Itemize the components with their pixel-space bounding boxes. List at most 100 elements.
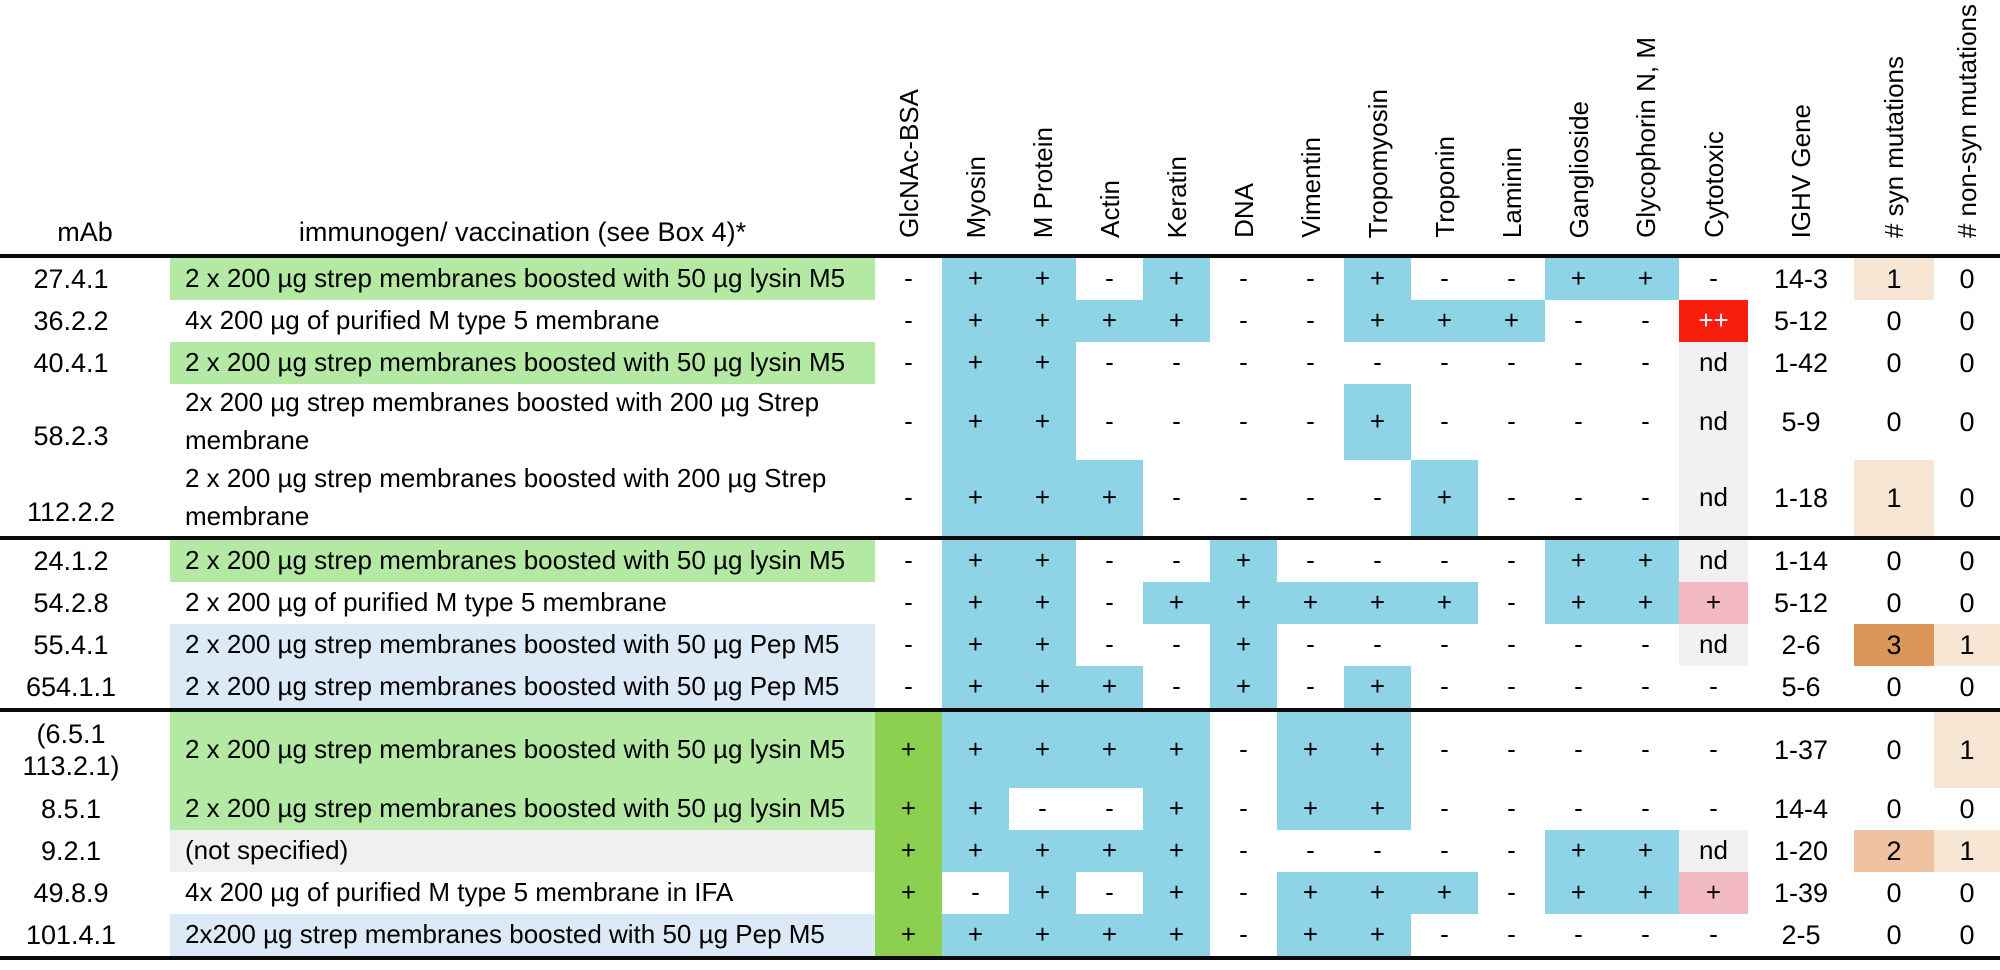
ighv-gene: 14-3 xyxy=(1773,263,1829,294)
reactivity-cell-tropomyosin: + xyxy=(1344,384,1411,460)
reactivity-cell-laminin: + xyxy=(1478,300,1545,342)
mab-id-line: 101.4.1 xyxy=(25,919,117,950)
reactivity-cell-myosin: + xyxy=(942,788,1009,830)
column-header-tropomyosin: Tropomyosin xyxy=(1344,0,1411,254)
mab-id: 27.4.1 xyxy=(0,258,170,300)
reactivity-cell-keratin: - xyxy=(1172,671,1181,702)
reactivity-cell-dna: + xyxy=(1210,624,1277,666)
reactivity-cell-vimentin: - xyxy=(1306,835,1315,866)
reactivity-cell-actin: + xyxy=(1076,830,1143,872)
immunogen-cell: 2 x 200 µg strep membranes boosted with … xyxy=(170,788,875,830)
reactivity-cell-tropomyosin: + xyxy=(1344,872,1411,914)
reactivity-cell-keratin: - xyxy=(1172,629,1181,660)
reactivity-cell-actin: - xyxy=(1105,793,1114,824)
reactivity-cell-actin: - xyxy=(1105,629,1114,660)
mab-id: 654.1.1 xyxy=(0,666,170,708)
reactivity-cell-glycophorin-n-m: - xyxy=(1641,793,1650,824)
reactivity-cell-actin: - xyxy=(1105,406,1114,437)
mab-id-line: 8.5.1 xyxy=(40,793,102,824)
syn-mutations-count: 0 xyxy=(1886,734,1902,765)
reactivity-cell-actin: - xyxy=(1105,347,1114,378)
immunogen-cell: 2 x 200 µg strep membranes boosted with … xyxy=(170,666,875,708)
table-row: 8.5.1 2 x 200 µg strep membranes boosted … xyxy=(0,788,2000,830)
reactivity-cell-myosin: + xyxy=(942,460,1009,536)
reactivity-cell-troponin: - xyxy=(1440,734,1449,765)
reactivity-cell-ganglioside: - xyxy=(1574,406,1583,437)
reactivity-cell-actin: - xyxy=(1105,263,1114,294)
immunogen-cell: (not specified) xyxy=(170,830,875,872)
reactivity-cell-troponin: - xyxy=(1440,406,1449,437)
column-header-dna: DNA xyxy=(1210,0,1277,254)
immunogen-cell: 2 x 200 µg strep membranes boosted with … xyxy=(170,342,875,384)
immunogen-cell: 2 x 200 µg strep membranes boosted with … xyxy=(170,258,875,300)
cytotoxicity-cell: - xyxy=(1709,919,1718,950)
reactivity-cell-myosin: + xyxy=(942,914,1009,956)
reactivity-cell-ganglioside: - xyxy=(1574,793,1583,824)
reactivity-cell-troponin: - xyxy=(1440,793,1449,824)
table-body: 27.4.1 2 x 200 µg strep membranes boosted… xyxy=(0,258,2000,960)
reactivity-cell-tropomyosin: - xyxy=(1373,629,1382,660)
mab-id-line: 24.1.2 xyxy=(33,545,109,576)
reactivity-cell-troponin: - xyxy=(1440,347,1449,378)
ighv-gene: 1-39 xyxy=(1773,877,1829,908)
reactivity-cell-troponin: - xyxy=(1440,629,1449,660)
column-header-label: DNA xyxy=(1228,183,1259,238)
reactivity-cell-dna: + xyxy=(1210,666,1277,708)
reactivity-cell-ganglioside: - xyxy=(1574,305,1583,336)
cytotoxicity-cell: nd xyxy=(1679,342,1748,384)
cytotoxicity-cell: + xyxy=(1679,582,1748,624)
mab-id: 101.4.1 xyxy=(0,914,170,956)
reactivity-cell-laminin: - xyxy=(1507,629,1516,660)
mab-id-line: 9.2.1 xyxy=(40,835,102,866)
syn-mutations-count: 0 xyxy=(1886,793,1902,824)
mab-group-2: 24.1.2 2 x 200 µg strep membranes boosted… xyxy=(0,540,2000,712)
reactivity-cell-glycophorin-n-m: + xyxy=(1612,582,1679,624)
reactivity-cell-vimentin: - xyxy=(1306,305,1315,336)
non-syn-mutations-count: 0 xyxy=(1959,406,1975,437)
reactivity-cell-glycophorin-n-m: - xyxy=(1641,406,1650,437)
column-header-label: Cytotoxic xyxy=(1698,131,1729,238)
column-header-cytotoxic: Cytotoxic xyxy=(1679,0,1748,254)
reactivity-cell-actin: + xyxy=(1076,666,1143,708)
syn-mutations-count: 1 xyxy=(1854,258,1934,300)
ighv-gene: 1-18 xyxy=(1773,482,1829,513)
mab-id-line: 40.4.1 xyxy=(33,347,109,378)
reactivity-cell-tropomyosin: - xyxy=(1373,835,1382,866)
reactivity-cell-myosin: + xyxy=(942,342,1009,384)
non-syn-mutations-count: 0 xyxy=(1959,482,1975,513)
table-row: 58.2.3 2x 200 µg strep membranes boosted … xyxy=(0,384,2000,460)
table-row: 9.2.1 (not specified) + + + + + - - - - - + + nd 1-20 2 1 xyxy=(0,830,2000,872)
reactivity-cell-tropomyosin: + xyxy=(1344,788,1411,830)
mab-id-line: 54.2.8 xyxy=(33,587,109,618)
reactivity-cell-laminin: - xyxy=(1507,545,1516,576)
immunogen-cell: 4x 200 µg of purified M type 5 membrane … xyxy=(185,877,734,908)
reactivity-cell-dna: - xyxy=(1239,482,1248,513)
reactivity-cell-m-protein: + xyxy=(1009,914,1076,956)
ighv-gene: 5-9 xyxy=(1781,406,1821,437)
reactivity-cell-troponin: + xyxy=(1411,872,1478,914)
reactivity-cell-vimentin: - xyxy=(1306,406,1315,437)
reactivity-cell-m-protein: + xyxy=(1009,582,1076,624)
column-header-glycophorin-n-m: Glycophorin N, M xyxy=(1612,0,1679,254)
reactivity-cell-ganglioside: + xyxy=(1545,540,1612,582)
syn-mutations-count: 0 xyxy=(1886,671,1902,702)
reactivity-cell-tropomyosin: + xyxy=(1344,914,1411,956)
reactivity-cell-m-protein: + xyxy=(1009,258,1076,300)
reactivity-cell-glycophorin-n-m: + xyxy=(1612,540,1679,582)
reactivity-cell-keratin: - xyxy=(1172,545,1181,576)
reactivity-cell-laminin: - xyxy=(1507,263,1516,294)
reactivity-cell-tropomyosin: + xyxy=(1344,712,1411,788)
immunogen-cell: 2 x 200 µg strep membranes boosted with … xyxy=(170,624,875,666)
reactivity-cell-dna: - xyxy=(1239,793,1248,824)
reactivity-cell-dna: - xyxy=(1239,835,1248,866)
reactivity-cell-laminin: - xyxy=(1507,347,1516,378)
column-header-label: Tropomyosin xyxy=(1362,88,1393,238)
ighv-gene: 5-12 xyxy=(1773,587,1829,618)
reactivity-cell-keratin: + xyxy=(1143,872,1210,914)
mab-id-line: 113.2.1) xyxy=(22,751,120,782)
column-header-laminin: Laminin xyxy=(1478,0,1545,254)
syn-mutations-count: 3 xyxy=(1854,624,1934,666)
reactivity-cell-troponin: + xyxy=(1411,300,1478,342)
